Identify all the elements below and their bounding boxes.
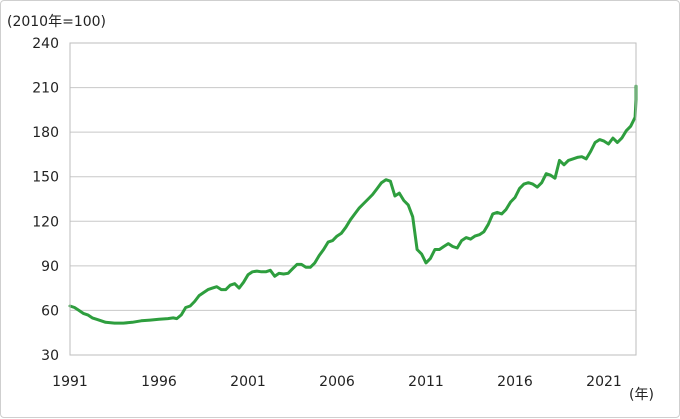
- x-tick-label: 2016: [497, 374, 533, 390]
- y-tick-label: 240: [32, 36, 59, 52]
- x-axis-ticks: 1991 1996 2001 2006 2011 2016 2021: [52, 374, 622, 390]
- x-tick-label: 2011: [408, 374, 444, 390]
- series-layer: [68, 84, 638, 325]
- grid-lines: [70, 87, 636, 311]
- y-tick-label: 90: [41, 259, 59, 275]
- series-line-0: [68, 84, 638, 325]
- y-tick-label: 60: [41, 303, 59, 319]
- x-tick-label: 2006: [319, 374, 355, 390]
- y-tick-label: 120: [32, 214, 59, 230]
- x-tick-label: 1991: [52, 374, 88, 390]
- x-axis-unit-label: (年): [629, 387, 654, 403]
- y-axis-unit-label: (2010年=100): [7, 14, 106, 30]
- y-axis-ticks: 30 60 90 120 150 180 210 240: [32, 36, 59, 364]
- x-tick-label: 1996: [141, 374, 177, 390]
- y-tick-label: 210: [32, 81, 59, 97]
- y-tick-label: 30: [41, 348, 59, 364]
- plot-area-border: [69, 42, 637, 356]
- x-tick-label: 2001: [230, 374, 266, 390]
- y-tick-label: 180: [32, 125, 59, 141]
- y-tick-label: 150: [32, 170, 59, 186]
- x-tick-label: 2021: [586, 374, 622, 390]
